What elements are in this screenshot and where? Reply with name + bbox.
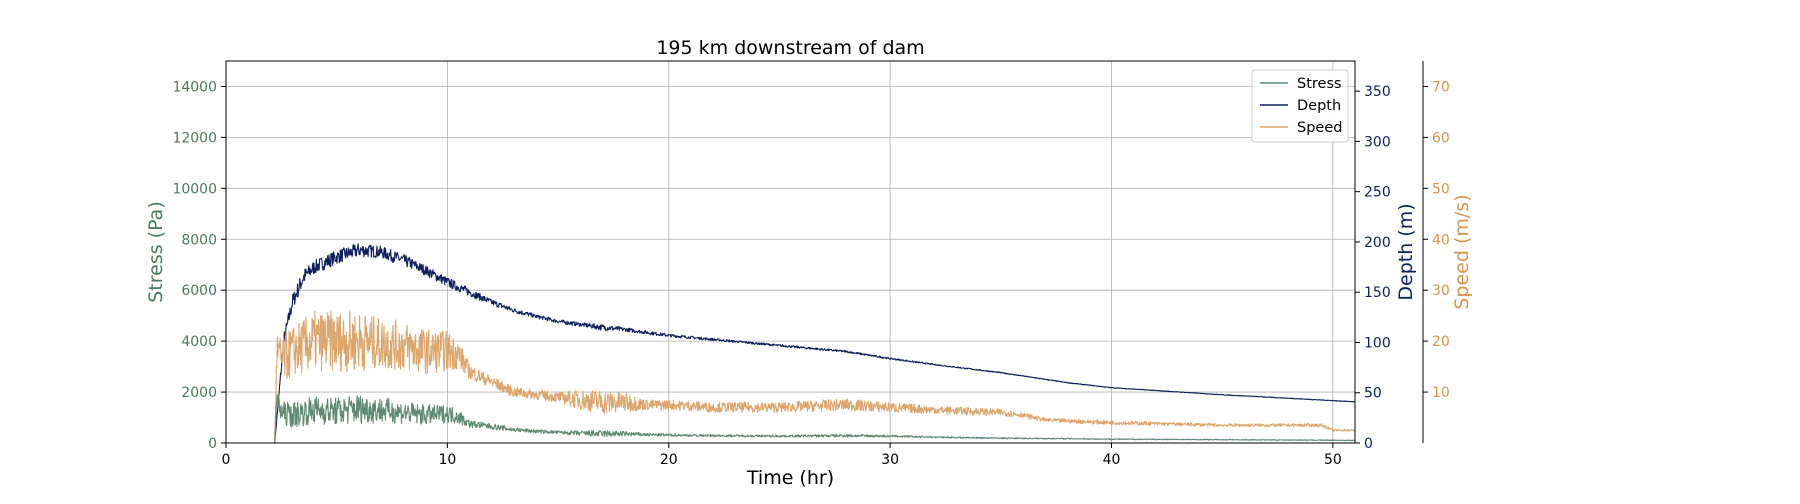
speed-tick-label: 70	[1432, 79, 1450, 95]
series-line-depth	[225, 243, 1356, 444]
stress-tick-label: 14000	[172, 79, 217, 95]
depth-tick-label: 50	[1364, 386, 1382, 402]
y-axis-label-speed: Speed (m/s)	[1451, 194, 1473, 309]
speed-tick-label: 60	[1432, 130, 1450, 146]
x-tick-label: 30	[881, 452, 899, 468]
depth-tick-label: 150	[1364, 285, 1391, 301]
legend-box	[1251, 69, 1349, 143]
legend-label-speed: Speed	[1297, 120, 1342, 136]
depth-tick-label: 250	[1364, 185, 1391, 201]
y-axis-label-depth: Depth (m)	[1395, 203, 1417, 300]
depth-tick-label: 350	[1364, 84, 1391, 100]
stress-tick-label: 4000	[181, 334, 217, 350]
depth-tick-label: 100	[1364, 335, 1391, 351]
plot-frame	[225, 60, 1356, 444]
series-line-speed	[225, 310, 1356, 444]
stress-tick-label: 8000	[181, 232, 217, 248]
series-line-stress	[225, 394, 1356, 444]
y-axis-stress: 0 2000 4000 6000 8000 10000 12000 14000	[172, 79, 226, 452]
speed-tick-label: 30	[1432, 283, 1450, 299]
chart-title: 195 km downstream of dam	[656, 37, 924, 59]
x-tick-label: 40	[1103, 452, 1121, 468]
x-tick-label: 0	[222, 452, 231, 468]
x-axis-label: Time (hr)	[746, 467, 834, 489]
stress-tick-label: 10000	[172, 181, 217, 197]
x-tick-label: 20	[660, 452, 678, 468]
legend-label-stress: Stress	[1297, 76, 1342, 92]
y-axis-depth: 0 50 100 150 200 250 300 350	[1355, 84, 1391, 452]
speed-tick-label: 50	[1432, 181, 1450, 197]
x-axis: 0 10 20 30 40 50	[222, 443, 1342, 468]
stress-tick-label: 0	[208, 436, 217, 452]
speed-tick-label: 20	[1432, 334, 1450, 350]
depth-tick-label: 300	[1364, 134, 1391, 150]
x-tick-label: 10	[438, 452, 456, 468]
stress-tick-label: 6000	[181, 283, 217, 299]
speed-tick-label: 40	[1432, 232, 1450, 248]
depth-tick-label: 0	[1364, 436, 1373, 452]
series-layer	[225, 243, 1356, 444]
legend: Stress Depth Speed	[1251, 69, 1349, 143]
legend-label-depth: Depth	[1297, 98, 1341, 114]
x-tick-label: 50	[1324, 452, 1342, 468]
stress-tick-label: 12000	[172, 130, 217, 146]
y-axis-label-stress: Stress (Pa)	[145, 201, 167, 303]
y-axis-speed: 10 20 30 40 50 60 70	[1422, 61, 1450, 443]
speed-tick-label: 10	[1432, 385, 1450, 401]
stress-tick-label: 2000	[181, 385, 217, 401]
depth-tick-label: 200	[1364, 235, 1391, 251]
